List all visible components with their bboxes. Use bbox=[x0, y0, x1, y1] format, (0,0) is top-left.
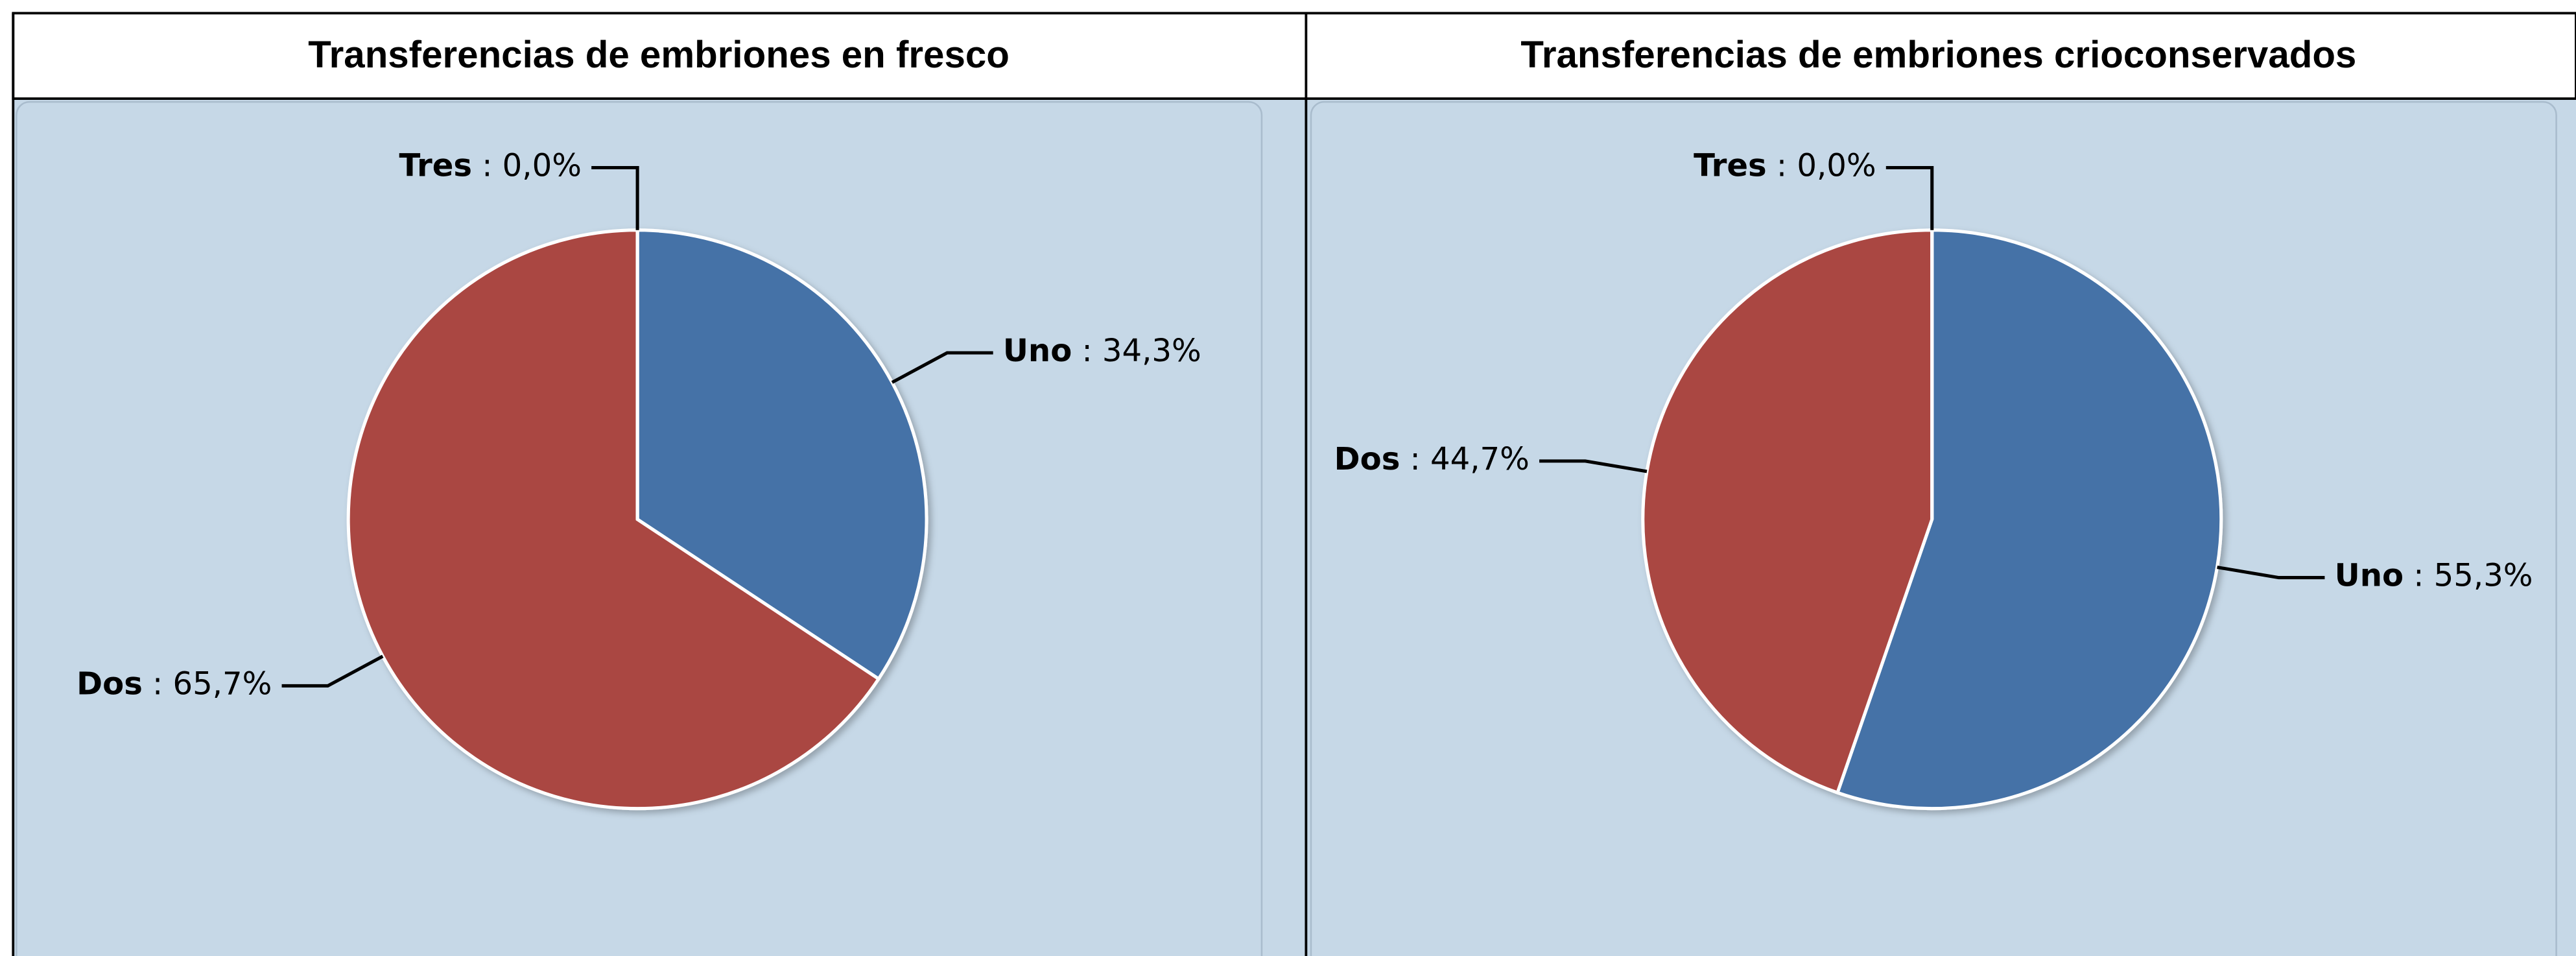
data-label: Dos:65,7% bbox=[77, 665, 272, 702]
label-category: Dos bbox=[1334, 441, 1400, 477]
data-label: Uno:55,3% bbox=[2335, 558, 2533, 594]
pie-slice bbox=[346, 228, 881, 811]
pie-slice bbox=[1641, 228, 1934, 795]
label-connector bbox=[2217, 566, 2325, 580]
label-separator: : bbox=[1410, 441, 1421, 477]
label-category: Dos bbox=[77, 665, 143, 702]
label-separator: : bbox=[1081, 333, 1092, 369]
panel-border bbox=[16, 101, 1263, 956]
label-category: Uno bbox=[2335, 558, 2404, 594]
label-category: Tres bbox=[1694, 147, 1767, 184]
pie-chart: Uno:34,3%Dos:65,7%Tres:0,0% bbox=[77, 147, 1201, 811]
label-category: Tres bbox=[399, 147, 473, 184]
label-connector bbox=[1885, 165, 1934, 230]
label-value: 65,7% bbox=[172, 665, 272, 702]
label-separator: : bbox=[2413, 558, 2424, 594]
label-separator: : bbox=[482, 147, 492, 184]
chart-title: Transferencias de embriones crioconserva… bbox=[1520, 34, 2356, 76]
data-label: Dos:44,7% bbox=[1334, 441, 1530, 477]
label-separator: : bbox=[1777, 147, 1787, 184]
label-connector bbox=[1539, 459, 1648, 473]
data-label: Tres:0,0% bbox=[399, 147, 582, 184]
label-separator: : bbox=[152, 665, 163, 702]
chart-title: Transferencias de embriones en fresco bbox=[308, 34, 1010, 76]
slices bbox=[1641, 228, 2223, 811]
label-value: 44,7% bbox=[1430, 441, 1530, 477]
data-label: Uno:34,3% bbox=[1003, 333, 1201, 369]
label-category: Uno bbox=[1003, 333, 1072, 369]
data-label: Tres:0,0% bbox=[1694, 147, 1876, 184]
label-connector bbox=[281, 654, 384, 687]
slices bbox=[346, 228, 928, 811]
pie-chart: Uno:55,3%Dos:44,7%Tres:0,0% bbox=[1334, 147, 2533, 811]
label-value: 55,3% bbox=[2434, 558, 2533, 594]
label-connector bbox=[891, 351, 993, 384]
label-value: 34,3% bbox=[1102, 333, 1201, 369]
label-connector bbox=[591, 165, 639, 230]
label-value: 0,0% bbox=[1797, 147, 1876, 184]
panel-border bbox=[1310, 101, 2557, 956]
label-value: 0,0% bbox=[502, 147, 582, 184]
header bbox=[12, 12, 2576, 100]
